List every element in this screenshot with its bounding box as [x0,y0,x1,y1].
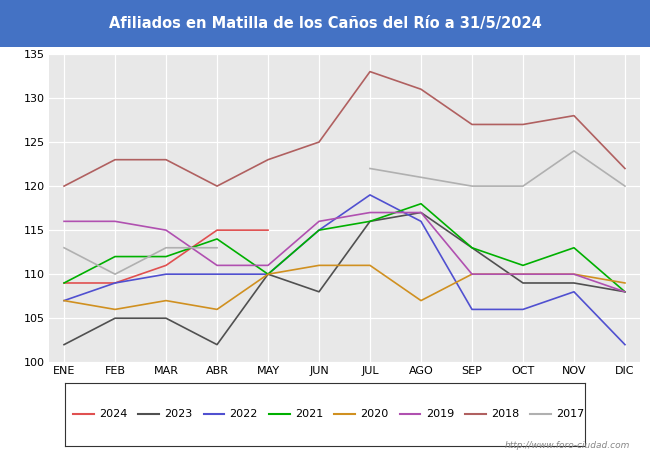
Text: 2021: 2021 [295,409,323,419]
Text: http://www.foro-ciudad.com: http://www.foro-ciudad.com [505,441,630,450]
Text: 2018: 2018 [491,409,519,419]
Text: 2019: 2019 [426,409,454,419]
Text: Afiliados en Matilla de los Caños del Río a 31/5/2024: Afiliados en Matilla de los Caños del Rí… [109,16,541,31]
Text: 2022: 2022 [229,409,258,419]
Text: 2024: 2024 [99,409,127,419]
Text: 2023: 2023 [164,409,192,419]
Text: 2017: 2017 [556,409,584,419]
Text: 2020: 2020 [360,409,389,419]
